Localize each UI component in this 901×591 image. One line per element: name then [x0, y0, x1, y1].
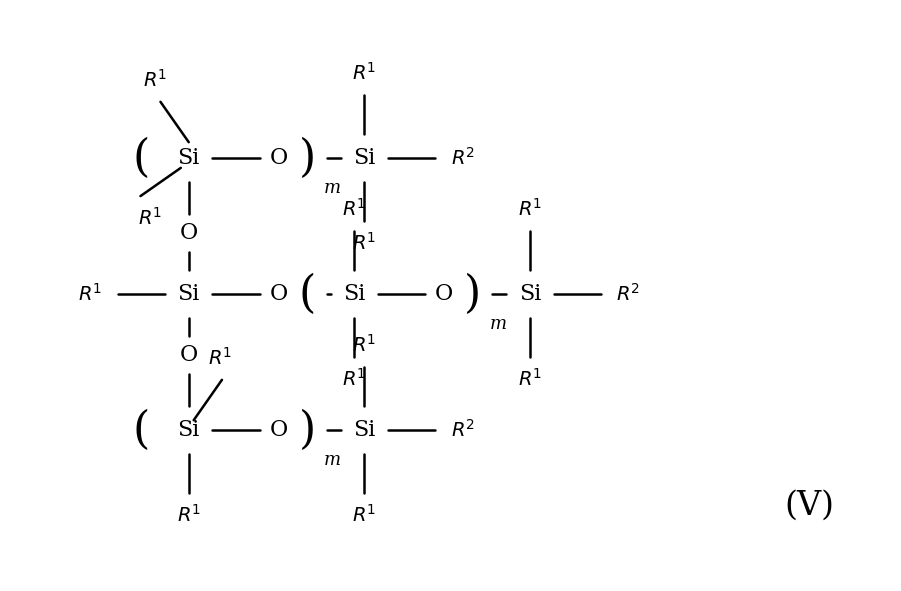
Text: $R^2$: $R^2$ — [450, 147, 475, 169]
Text: O: O — [269, 283, 287, 305]
Text: $R^2$: $R^2$ — [616, 283, 641, 305]
Text: ): ) — [298, 408, 315, 452]
Text: $R^1$: $R^1$ — [208, 347, 232, 369]
Text: Si: Si — [343, 283, 366, 305]
Text: $R^1$: $R^1$ — [518, 199, 542, 220]
Text: $R^1$: $R^1$ — [352, 62, 377, 84]
Text: Si: Si — [519, 283, 541, 305]
Text: m: m — [324, 178, 341, 197]
Text: O: O — [435, 283, 453, 305]
Text: $R^1$: $R^1$ — [518, 368, 542, 389]
Text: Si: Si — [353, 419, 376, 441]
Text: O: O — [269, 147, 287, 169]
Text: ): ) — [464, 272, 481, 316]
Text: $R^1$: $R^1$ — [352, 504, 377, 526]
Text: m: m — [490, 314, 507, 333]
Text: (: ( — [132, 408, 150, 452]
Text: $R^1$: $R^1$ — [143, 69, 168, 91]
Text: m: m — [324, 451, 341, 469]
Text: Si: Si — [353, 147, 376, 169]
Text: Si: Si — [177, 283, 200, 305]
Text: Si: Si — [177, 419, 200, 441]
Text: $R^1$: $R^1$ — [342, 199, 367, 220]
Text: O: O — [179, 222, 198, 244]
Text: $R^1$: $R^1$ — [352, 335, 377, 356]
Text: ): ) — [298, 137, 315, 180]
Text: O: O — [179, 344, 198, 366]
Text: (V): (V) — [785, 490, 835, 522]
Text: $R^1$: $R^1$ — [78, 283, 103, 305]
Text: (: ( — [132, 137, 150, 180]
Text: $R^1$: $R^1$ — [352, 232, 377, 254]
Text: $R^1$: $R^1$ — [138, 207, 162, 229]
Text: (: ( — [298, 272, 315, 316]
Text: $R^1$: $R^1$ — [177, 504, 201, 526]
Text: O: O — [269, 419, 287, 441]
Text: $R^2$: $R^2$ — [450, 419, 475, 441]
Text: Si: Si — [177, 147, 200, 169]
Text: $R^1$: $R^1$ — [342, 368, 367, 389]
